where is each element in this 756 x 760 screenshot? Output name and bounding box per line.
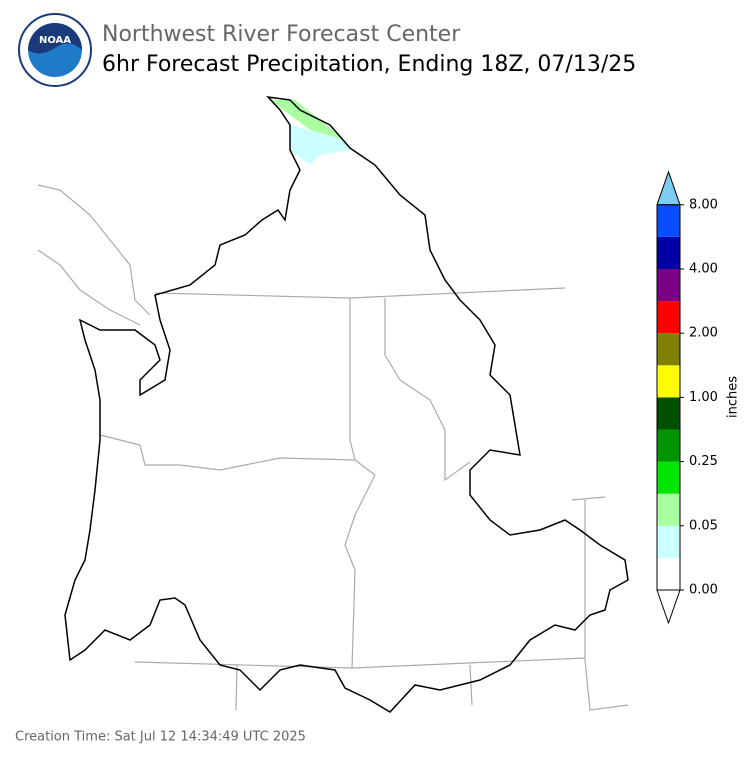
colorbar-tick-label: 8.00 xyxy=(689,197,718,212)
logo-text: NOAA xyxy=(39,35,71,46)
subtitle: 6hr Forecast Precipitation, Ending 18Z, … xyxy=(102,52,636,77)
colorbar-segment xyxy=(657,269,680,302)
basin-outline xyxy=(64,95,629,713)
colorbar-over xyxy=(656,170,681,206)
precip-area xyxy=(290,125,350,165)
colorbar-segment xyxy=(657,333,680,366)
creation-time: Creation Time: Sat Jul 12 14:34:49 UTC 2… xyxy=(15,730,306,745)
map xyxy=(37,95,629,713)
colorbar-segment xyxy=(657,204,680,237)
colorbar-segment xyxy=(657,493,680,526)
colorbar-tick-label: 1.00 xyxy=(689,390,718,405)
colorbar-label: inches xyxy=(726,376,741,418)
colorbar-tick-label: 2.00 xyxy=(689,326,718,341)
colorbar-under xyxy=(656,589,681,625)
colorbar: 0.00 0.05 0.25 1.00 2.00 4.00 8.00 xyxy=(656,170,718,625)
boundaries xyxy=(37,184,629,711)
precip-area xyxy=(270,100,345,140)
colorbar-tick-label: 0.00 xyxy=(689,583,718,598)
colorbar-tick-label: 0.25 xyxy=(689,454,718,469)
colorbar-segment xyxy=(657,236,680,269)
colorbar-segment xyxy=(657,365,680,398)
noaa-logo: NOAA xyxy=(18,13,92,87)
colorbar-tick-label: 0.05 xyxy=(689,518,718,533)
colorbar-segment xyxy=(657,461,680,494)
colorbar-tick-label: 4.00 xyxy=(689,262,718,277)
title: Northwest River Forecast Center xyxy=(102,22,461,47)
colorbar-segment xyxy=(657,525,680,558)
colorbar-segment xyxy=(657,429,680,462)
colorbar-segment xyxy=(657,301,680,334)
colorbar-segment xyxy=(657,557,680,590)
colorbar-segment xyxy=(657,397,680,430)
